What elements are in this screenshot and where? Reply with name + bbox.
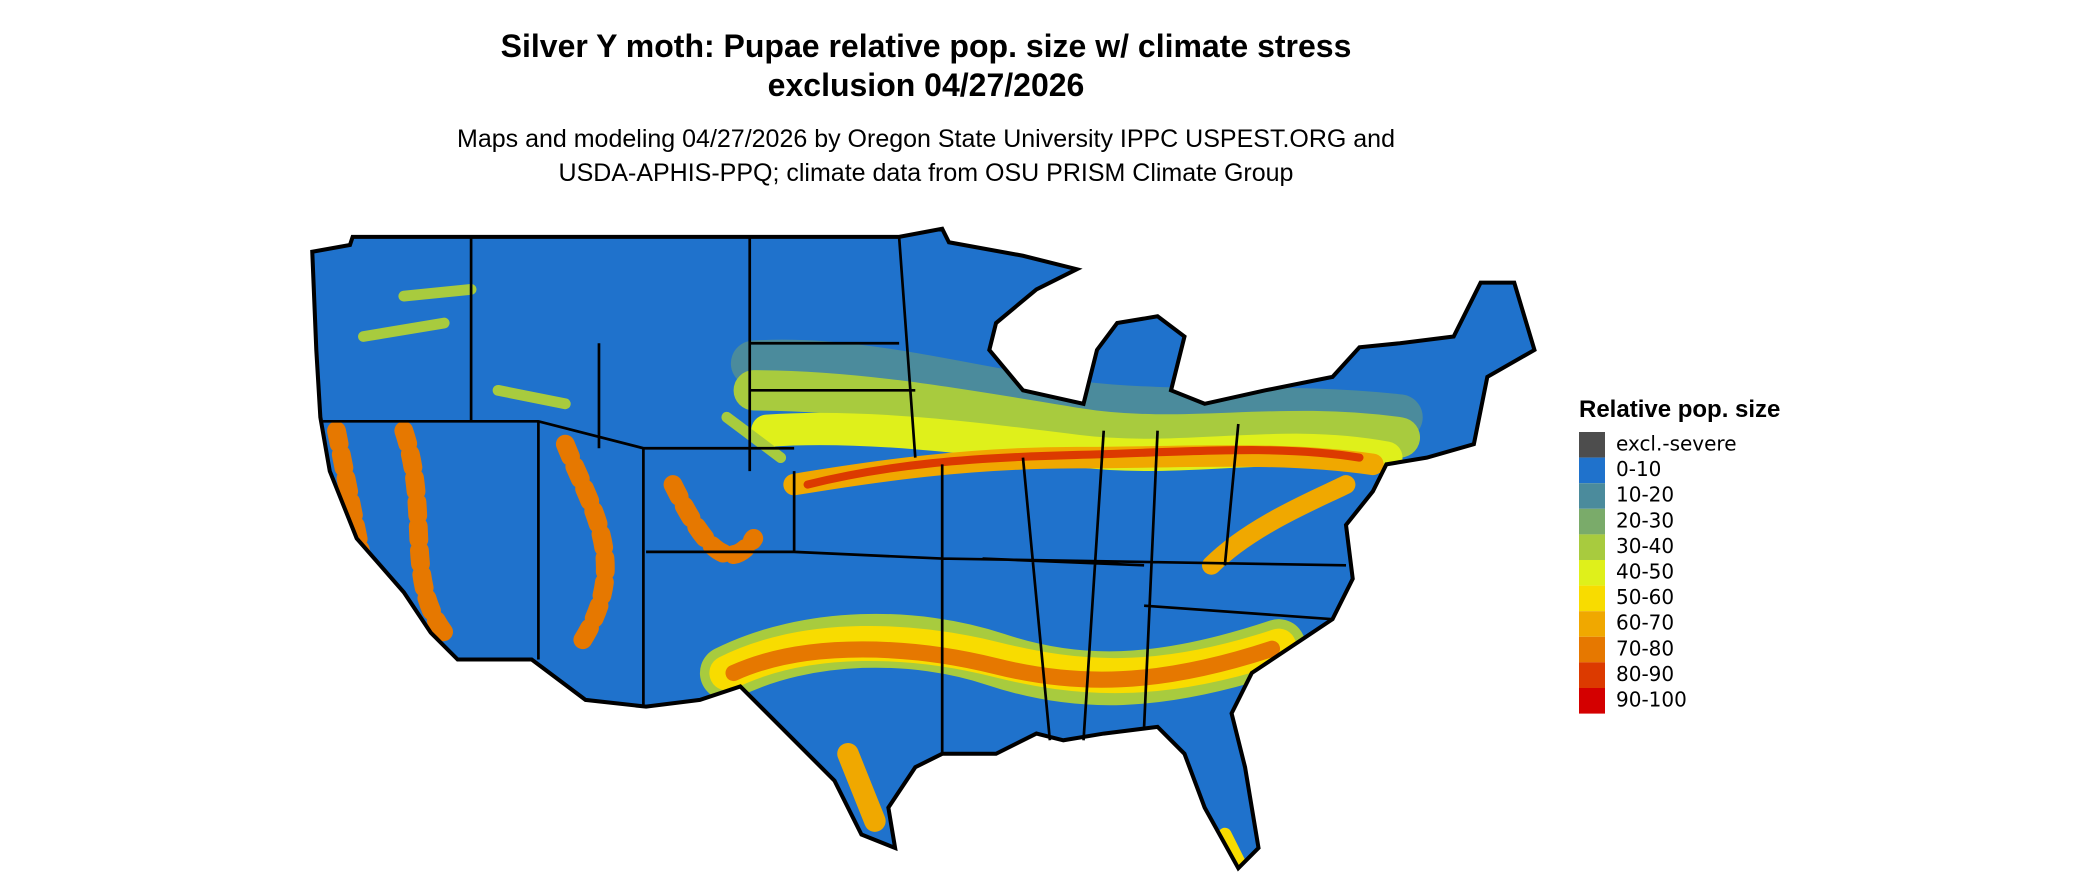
legend-swatch — [1579, 432, 1605, 458]
legend-label: 70-80 — [1616, 636, 1674, 660]
legend-swatch — [1579, 585, 1605, 612]
legend: excl.-severe0-1010-2020-3030-4040-5050-6… — [1579, 432, 1737, 714]
legend-swatch — [1579, 508, 1605, 535]
legend-label: 40-50 — [1616, 560, 1674, 584]
legend-label: 80-90 — [1616, 662, 1674, 686]
legend-label: 0-10 — [1616, 457, 1661, 481]
title-line: Silver Y moth: Pupae relative pop. size … — [501, 28, 1352, 64]
legend-swatch — [1579, 534, 1605, 560]
legend-label: excl.-severe — [1616, 432, 1737, 456]
legend-swatch — [1579, 662, 1605, 688]
legend-swatch — [1579, 483, 1605, 509]
title-line: exclusion 04/27/2026 — [768, 67, 1085, 103]
legend-swatch — [1579, 636, 1605, 663]
legend-label: 50-60 — [1616, 585, 1674, 609]
legend-swatch — [1579, 560, 1605, 586]
legend-label: 20-30 — [1616, 508, 1674, 532]
subtitle-line: Maps and modeling 04/27/2026 by Oregon S… — [457, 125, 1395, 153]
legend-swatch — [1579, 457, 1605, 484]
legend-label: 10-20 — [1616, 483, 1674, 507]
map — [296, 215, 1548, 888]
legend-swatch — [1579, 611, 1605, 637]
subtitle-line: USDA-APHIS-PPQ; climate data from OSU PR… — [559, 159, 1294, 187]
legend-label: 60-70 — [1616, 611, 1674, 635]
legend-title: Relative pop. size — [1579, 396, 1780, 423]
legend-label: 30-40 — [1616, 534, 1674, 558]
legend-swatch — [1579, 688, 1605, 714]
legend-label: 90-100 — [1616, 688, 1687, 712]
